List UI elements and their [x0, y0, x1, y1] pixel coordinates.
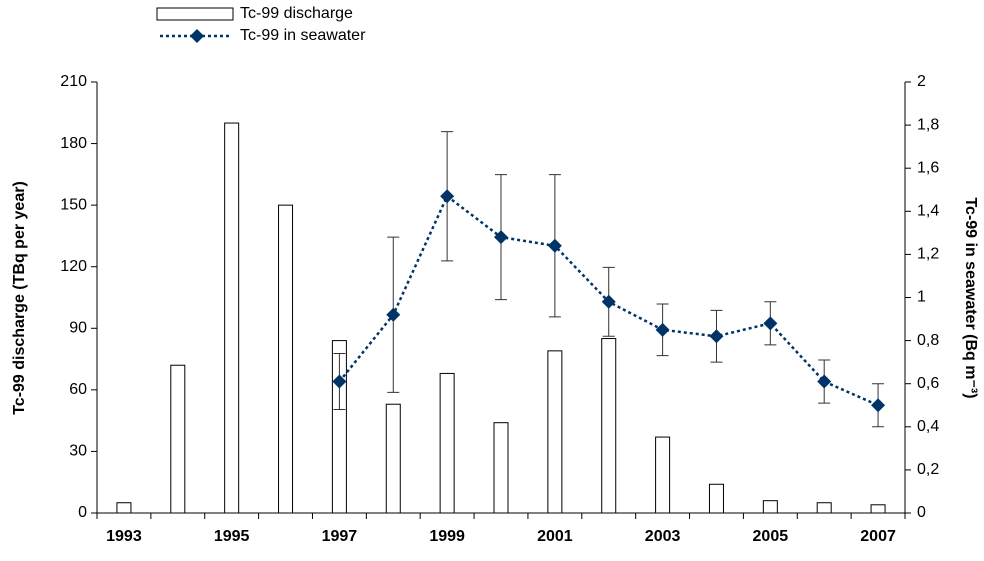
- bar: [708, 483, 724, 514]
- point: [655, 322, 670, 337]
- y2-tick-label: 1,8: [917, 116, 939, 133]
- y-tick-label: 180: [60, 135, 87, 152]
- point: [494, 230, 508, 245]
- bar: [816, 502, 832, 514]
- y2-tick-label: 0,2: [917, 461, 939, 478]
- point: [440, 189, 455, 204]
- point: [601, 294, 616, 309]
- point: [386, 307, 401, 322]
- legend-marker: [190, 29, 204, 43]
- y-tick-label: 60: [69, 381, 87, 398]
- point: [547, 238, 562, 253]
- x-tick-label: 2007: [860, 528, 896, 545]
- y2-tick-label: 1,2: [917, 246, 939, 263]
- bar: [385, 403, 401, 514]
- point: [709, 329, 724, 344]
- legend-label: Tc-99 discharge: [240, 5, 353, 22]
- x-tick-label: 1995: [214, 528, 250, 545]
- bar: [762, 500, 778, 514]
- y-tick-label: 30: [69, 443, 87, 460]
- bar: [116, 502, 132, 514]
- y-tick-label: 210: [60, 73, 87, 90]
- y2-tick-label: 2: [917, 73, 926, 90]
- y2-tick-label: 1,6: [917, 159, 939, 176]
- y-tick-label: 120: [60, 258, 87, 275]
- y2-tick-label: 0: [917, 504, 926, 521]
- bar: [493, 422, 509, 514]
- bar: [655, 436, 671, 514]
- y-axis-label: Tc-99 discharge (TBq per year): [11, 181, 28, 415]
- x-tick-label: 2005: [753, 528, 789, 545]
- y2-tick-label: 0,6: [917, 375, 939, 392]
- y2-axis-label: Tc-99 in seawater (Bq m⁻³): [962, 197, 979, 398]
- y-tick-label: 90: [69, 320, 87, 337]
- legend-label: Tc-99 in seawater: [240, 27, 366, 44]
- bar: [601, 338, 617, 514]
- bar: [439, 372, 455, 514]
- y2-tick-label: 0,8: [917, 332, 939, 349]
- y2-tick-label: 1,4: [917, 203, 939, 220]
- point: [871, 398, 886, 413]
- y2-tick-label: 0,4: [917, 418, 939, 435]
- y-tick-label: 150: [60, 196, 87, 213]
- x-tick-label: 2003: [645, 528, 681, 545]
- bar: [224, 122, 240, 514]
- bar: [170, 364, 186, 514]
- point: [332, 374, 347, 389]
- y2-tick-label: 1: [917, 289, 926, 306]
- point: [763, 316, 778, 331]
- point: [817, 374, 832, 389]
- bar: [870, 504, 886, 514]
- bar: [547, 350, 563, 514]
- x-tick-label: 1993: [106, 528, 142, 545]
- x-tick-label: 1997: [322, 528, 358, 545]
- x-tick-label: 2001: [537, 528, 573, 545]
- x-tick-label: 1999: [429, 528, 465, 545]
- y-tick-label: 0: [78, 504, 87, 521]
- bar: [278, 204, 294, 514]
- legend-swatch: [156, 7, 234, 21]
